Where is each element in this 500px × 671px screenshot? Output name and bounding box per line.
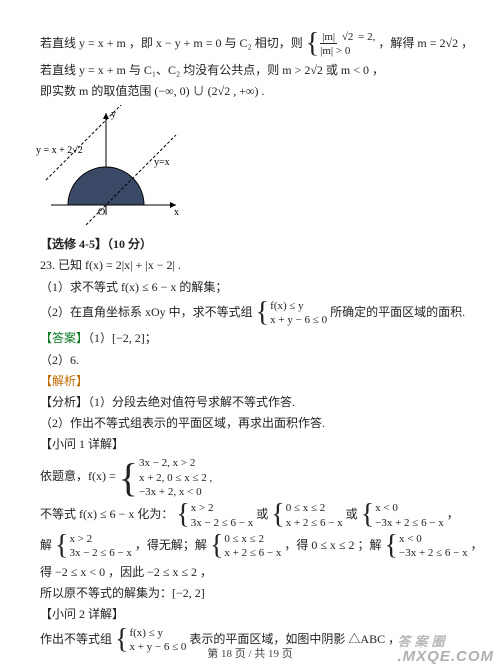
detail-1-body: 依题意，f(x) = { 3x − 2, x > 2 x + 2, 0 ≤ x … <box>40 456 460 499</box>
left-brace-icon: { <box>119 466 138 490</box>
left-brace-icon: { <box>271 507 284 524</box>
answer-line: 【答案】（1）[−2, 2]； <box>40 329 460 348</box>
page-content: 若直线 y = x + m ，即 x − y + m = 0 与 C₂ 相切，则… <box>0 0 500 655</box>
q23: 23. 已知 f(x) = 2|x| + |x − 2| . <box>40 256 460 275</box>
watermark-bottom: .MXQE.COM <box>397 648 494 665</box>
analysis-1: 【分析】（1）分段去绝对值符号求解不等式作答. <box>40 393 460 412</box>
q23-part1: （1）求不等式 f(x) ≤ 6 − x 的解集； <box>40 278 460 297</box>
left-brace-icon: { <box>55 538 68 555</box>
para-2: 若直线 y = x + m 与 C₁、C₂ 均没有公共点，则 m > 2√2 或… <box>40 61 460 80</box>
text: ，解得 m = 2√2 ， <box>378 36 473 50</box>
answer-label: 【答案】 <box>40 331 88 345</box>
y-axis-label: y <box>111 109 116 120</box>
analysis-label: 【解析】 <box>40 372 460 391</box>
figure-1: y x O y = x + 2√2 y=x <box>36 105 460 231</box>
section-heading: 【选修 4-5】（10 分） <box>40 235 460 254</box>
detail-2: 不等式 f(x) ≤ 6 − x 化为： {x > 23x − 2 ≤ 6 − … <box>40 501 460 530</box>
origin-label: O <box>98 207 105 218</box>
line-right-label: y=x <box>154 157 170 168</box>
q23-part2: （2）在直角坐标系 xOy 中，求不等式组 { f(x) ≤ y x + y −… <box>40 299 460 328</box>
text: 若直线 y = x + m ，即 x − y + m = 0 与 C₂ 相切，则 <box>40 36 306 50</box>
fraction: |m| √2 <box>320 31 355 43</box>
left-brace-icon: { <box>256 305 269 322</box>
detail-4: 得 −2 ≤ x < 0 ，因此 −2 ≤ x ≤ 2 ， <box>40 563 460 582</box>
left-brace-icon: { <box>210 538 223 555</box>
analysis-2: （2）作出不等式组表示的平面区域，再求出面积作答. <box>40 414 460 433</box>
left-brace-icon: { <box>385 538 398 555</box>
detail-1-label: 【小问 1 详解】 <box>40 435 460 454</box>
para-1: 若直线 y = x + m ，即 x − y + m = 0 与 C₂ 相切，则… <box>40 30 460 59</box>
brace-cond: { |m| √2 = 2, |m| > 0 <box>306 30 376 59</box>
line-left-label: y = x + 2√2 <box>36 145 83 156</box>
detail-5: 所以原不等式的解集为：[−2, 2] <box>40 584 460 603</box>
left-brace-icon: { <box>361 507 374 524</box>
para-3: 即实数 m 的取值范围 (−∞, 0) ∪ (2√2 , +∞) . <box>40 82 460 101</box>
detail-3: 解 {x > 23x − 2 ≤ 6 − x ，得无解；解 {0 ≤ x ≤ 2… <box>40 532 460 561</box>
left-brace-icon: { <box>176 507 189 524</box>
answer-2: （2）6. <box>40 351 460 370</box>
watermark: 答案圈 .MXQE.COM <box>397 631 494 665</box>
detail-6-label: 【小问 2 详解】 <box>40 605 460 624</box>
x-axis-label: x <box>174 207 179 218</box>
left-brace-icon: { <box>306 36 319 53</box>
